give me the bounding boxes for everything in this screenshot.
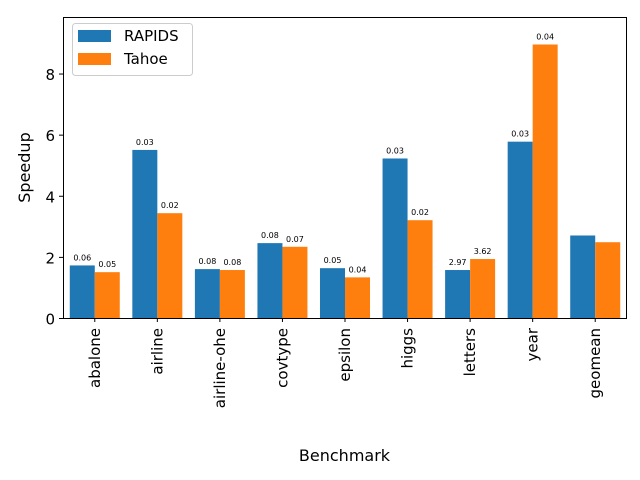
x-tick-label-geomean: geomean [586,328,604,398]
y-tick-label: 2 [45,249,55,267]
bar-rapids-covtype [257,243,283,318]
bar-rapids-year [507,141,533,318]
bar-label-rapids-epsilon: 0.05 [324,256,342,265]
bar-label-rapids-abalone: 0.06 [73,253,91,262]
legend-label-rapids: RAPIDS [124,27,179,45]
bar-label-rapids-higgs: 0.03 [386,146,404,155]
bar-rapids-airline-ohe [194,269,220,318]
bar-label-tahoe-airline: 0.02 [161,201,179,210]
bar-rapids-geomean [570,235,596,318]
bar-tahoe-higgs [407,220,433,318]
y-tick-label: 8 [45,66,55,84]
bar-label-rapids-covtype: 0.08 [261,231,279,240]
legend-swatch-rapids [78,30,111,42]
x-tick-label-letters: letters [461,328,479,377]
x-tick-label-year: year [524,327,542,361]
bar-label-tahoe-year: 0.04 [536,33,554,42]
legend-swatch-tahoe [78,53,111,65]
y-tick-label: 0 [45,311,55,329]
bar-tahoe-airline [157,213,183,318]
bar-tahoe-airline-ohe [219,270,245,318]
bar-rapids-abalone [69,265,95,318]
legend: RAPIDS Tahoe [72,23,193,76]
y-tick-label: 4 [45,188,55,206]
bar-label-rapids-airline-ohe: 0.08 [198,257,216,266]
plot-frame [63,17,627,319]
bar-tahoe-geomean [595,242,621,318]
bar-tahoe-covtype [282,246,308,318]
x-tick-label-airline: airline [148,328,166,375]
x-axis-label: Benchmark [299,446,391,465]
bar-label-tahoe-epsilon: 0.04 [349,265,367,274]
x-tick-label-higgs: higgs [399,328,417,369]
x-axis-ticks: abalone airline airline-ohe covtype epsilon h… [86,318,604,408]
y-tick-label: 6 [45,127,55,145]
bar-label-rapids-airline: 0.03 [136,138,154,147]
bar-label-tahoe-airline-ohe: 0.08 [223,258,241,267]
y-axis-ticks: 0 2 4 6 8 [45,66,63,329]
bar-rapids-higgs [382,158,408,318]
bar-label-tahoe-letters: 3.62 [474,247,492,256]
bar-label-rapids-year: 0.03 [511,130,529,139]
bars-group [69,44,621,319]
bar-label-tahoe-abalone: 0.05 [98,260,116,269]
bar-label-rapids-letters: 2.97 [449,258,467,267]
x-tick-label-abalone: abalone [86,328,104,388]
bar-tahoe-year [532,44,558,319]
bar-rapids-airline [132,149,158,318]
bar-label-tahoe-higgs: 0.02 [411,208,429,217]
bar-label-tahoe-covtype: 0.07 [286,235,304,244]
y-axis-label: Speedup [15,132,34,202]
bar-tahoe-letters [470,259,496,318]
bar-tahoe-epsilon [345,277,370,318]
bar-rapids-letters [445,270,471,318]
x-tick-label-epsilon: epsilon [336,328,354,382]
legend-label-tahoe: Tahoe [123,50,168,68]
x-tick-label-airline-ohe: airline-ohe [211,328,229,408]
bar-tahoe-abalone [94,272,120,318]
bar-rapids-epsilon [320,268,345,318]
x-tick-label-covtype: covtype [273,328,291,388]
bar-labels-group: 0.06 0.05 0.03 0.02 0.08 0.08 0.08 0.07 0.05 0.04… [73,33,554,275]
